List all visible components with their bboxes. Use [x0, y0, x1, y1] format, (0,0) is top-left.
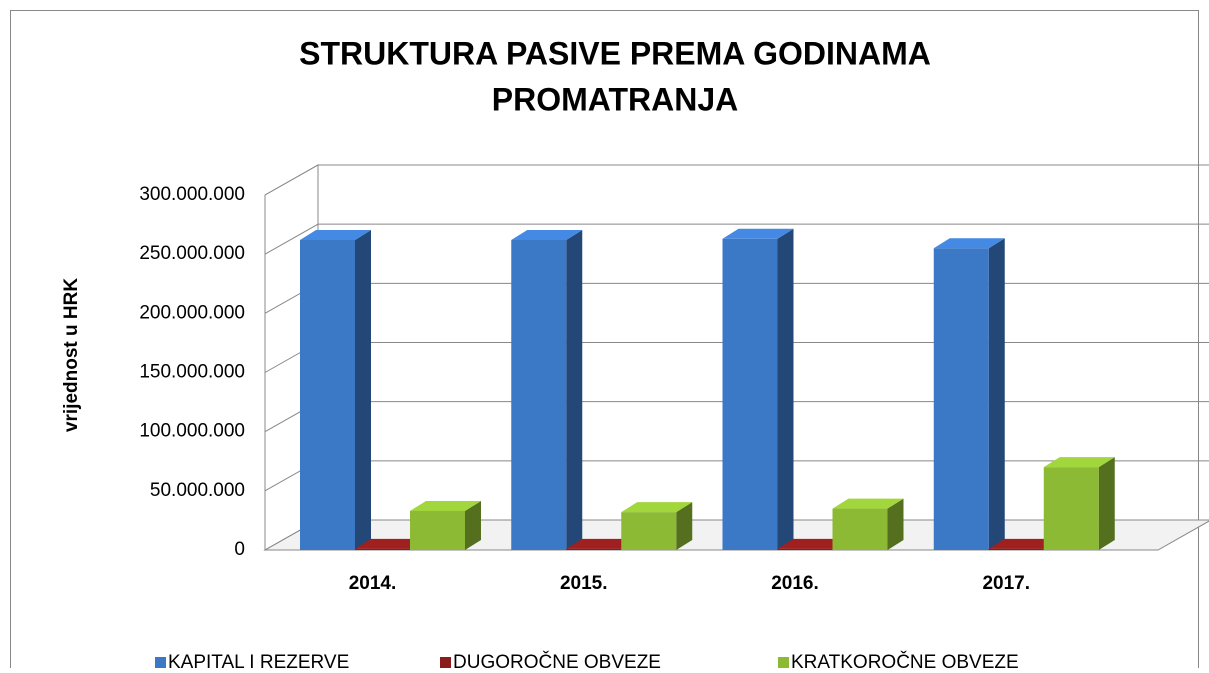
- bar: [511, 239, 567, 550]
- bar-top: [566, 538, 638, 549]
- chart-title: PROMATRANJA: [492, 81, 739, 117]
- bar-side: [1098, 457, 1115, 550]
- y-axis-label: vrijednost u HRK: [61, 278, 82, 432]
- legend-label: KRATKOROČNE OBVEZE: [791, 651, 1019, 668]
- bar-top: [410, 500, 481, 511]
- bar: [988, 548, 1044, 550]
- bar-top: [1043, 457, 1115, 468]
- y-tick-label: 100.000.000: [139, 421, 245, 442]
- bar: [722, 238, 778, 551]
- y-tick-label: 200.000.000: [139, 302, 245, 323]
- bar-side: [887, 498, 904, 550]
- y-tick-label: 150.000.000: [139, 362, 245, 383]
- bar-top: [511, 229, 583, 240]
- bar-side: [988, 238, 1005, 550]
- bar-side: [777, 228, 794, 551]
- legend-label: KAPITAL I REZERVE: [168, 652, 349, 668]
- bar-top: [933, 238, 1005, 249]
- bar: [355, 548, 410, 550]
- bar-top: [988, 538, 1060, 549]
- bar: [933, 248, 989, 550]
- y-tick-label: 0: [234, 539, 245, 560]
- y-tick-label: 250.000.000: [139, 243, 245, 264]
- bar-side: [566, 229, 583, 550]
- bar-top: [300, 229, 371, 240]
- legend-swatch: [440, 657, 451, 668]
- y-tick-label: 50.000.000: [150, 480, 245, 501]
- grid-line: [264, 223, 1209, 255]
- bar-side: [355, 229, 371, 550]
- bar: [410, 510, 465, 550]
- bar-top: [832, 498, 904, 509]
- chart-title: STRUKTURA PASIVE PREMA GODINAMA: [299, 35, 931, 71]
- legend-swatch: [778, 657, 789, 668]
- x-tick-label: 2014.: [349, 573, 397, 594]
- legend-swatch: [155, 657, 166, 668]
- bar-side: [465, 500, 481, 550]
- bar-top: [355, 538, 426, 549]
- bar: [777, 548, 833, 550]
- bar: [566, 548, 622, 550]
- x-tick-label: 2016.: [771, 573, 819, 594]
- x-tick-label: 2017.: [982, 573, 1030, 594]
- x-tick-label: 2015.: [560, 573, 608, 594]
- bar-top: [722, 228, 794, 239]
- y-tick-label: 300.000.000: [139, 184, 245, 205]
- bar-top: [621, 502, 693, 513]
- bar: [621, 512, 677, 550]
- bar-side: [676, 502, 693, 550]
- grid-line: [264, 164, 1209, 196]
- bar: [832, 508, 888, 550]
- bar-top: [777, 538, 849, 549]
- bar: [300, 239, 355, 550]
- legend-label: DUGOROČNE OBVEZE: [453, 651, 661, 668]
- bar: [1043, 467, 1099, 550]
